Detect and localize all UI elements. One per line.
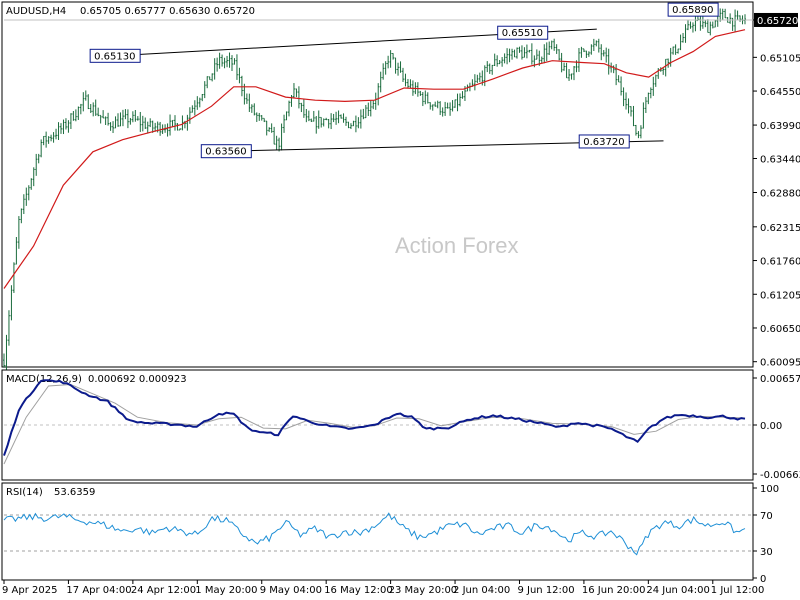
time-axis-ticks: 9 Apr 2025 17 Apr 04:00 24 Apr 12:00 1 May … (2, 580, 764, 596)
price-annotation-label: 0.63560 (205, 147, 246, 158)
current-price-box (754, 12, 798, 27)
rsi-series (3, 512, 753, 556)
rsi-tick-label: 30 (760, 547, 773, 558)
price-annotation-label: 0.65510 (502, 28, 543, 39)
price-tick-label: 0.60650 (760, 324, 800, 335)
price-annotation-box (667, 2, 719, 17)
time-tick-label: 2 Jun 04:00 (453, 585, 510, 596)
rsi-label: RSI(14) (6, 487, 43, 498)
price-annotations: 0.65130 0.63560 0.65510 0.63720 0.65890 (89, 2, 719, 159)
price-tick-label: 0.65105 (760, 53, 800, 64)
rsi-line (3, 512, 746, 556)
price-annotation-label: 0.65890 (672, 5, 713, 16)
rsi-panel-frame (1, 482, 754, 581)
time-tick-label: 1 Jul 12:00 (711, 585, 765, 596)
time-tick-label: 9 Jun 12:00 (517, 585, 574, 596)
time-tick-label: 9 May 04:00 (260, 585, 322, 596)
time-tick-label: 24 Jun 04:00 (646, 585, 710, 596)
time-tick-label: 16 Jun 20:00 (582, 585, 646, 596)
price-annotation-box (578, 134, 630, 149)
price-tick-label: 0.60095 (760, 358, 800, 369)
price-tick-label: 0.64550 (760, 87, 800, 98)
macd-series (3, 379, 753, 465)
current-price-label: 0.65720 (757, 16, 798, 27)
rsi-tick-label: 100 (760, 484, 779, 495)
macd-axis-ticks: 0.006576 0.00 -0.006637 (753, 374, 800, 481)
price-annotation-box (89, 48, 141, 63)
price-tick-label: 0.61205 (760, 290, 800, 301)
price-annotation-label: 0.65130 (94, 51, 135, 62)
time-tick-label: 16 May 12:00 (324, 585, 393, 596)
rsi-value: 53.6359 (54, 487, 95, 498)
macd-tick-label: -0.006637 (760, 470, 800, 481)
moving-average (3, 29, 746, 289)
price-ohlc: 0.65705 0.65777 0.65630 0.65720 (80, 6, 255, 17)
macd-line (3, 379, 746, 456)
price-tick-label: 0.62880 (760, 189, 800, 200)
time-tick-label: 1 May 20:00 (195, 585, 257, 596)
watermark: Action Forex (395, 233, 519, 258)
price-panel-frame (1, 1, 754, 368)
time-tick-label: 23 May 20:00 (389, 585, 458, 596)
price-tick-label: 0.62315 (760, 223, 800, 234)
macd-tick-label: 0.00 (760, 421, 782, 432)
price-annotation-box (200, 144, 252, 159)
price-annotation-label: 0.63720 (583, 137, 624, 148)
time-tick-label: 24 Apr 12:00 (131, 585, 196, 596)
macd-values: 0.000692 0.000923 (88, 374, 187, 385)
rsi-axis-ticks: 100 70 30 0 (753, 484, 779, 585)
macd-signal-line (3, 383, 746, 465)
price-annotation-box (497, 25, 549, 40)
rsi-tick-label: 0 (760, 574, 766, 585)
rsi-tick-label: 70 (760, 511, 773, 522)
time-tick-label: 9 Apr 2025 (2, 585, 57, 596)
price-tick-label: 0.63440 (760, 154, 800, 165)
ma-line (3, 29, 746, 289)
time-tick-label: 17 Apr 04:00 (66, 585, 131, 596)
price-axis-ticks: 0.65105 0.64550 0.63990 0.63440 0.62880 0.623… (753, 19, 800, 369)
price-symbol: AUDUSD,H4 (6, 6, 66, 17)
price-tick-label: 0.61760 (760, 257, 800, 268)
macd-tick-label: 0.006576 (760, 374, 800, 385)
current-price-tag: 0.65720 (4, 12, 798, 27)
price-tick-label: 0.63990 (760, 121, 800, 132)
